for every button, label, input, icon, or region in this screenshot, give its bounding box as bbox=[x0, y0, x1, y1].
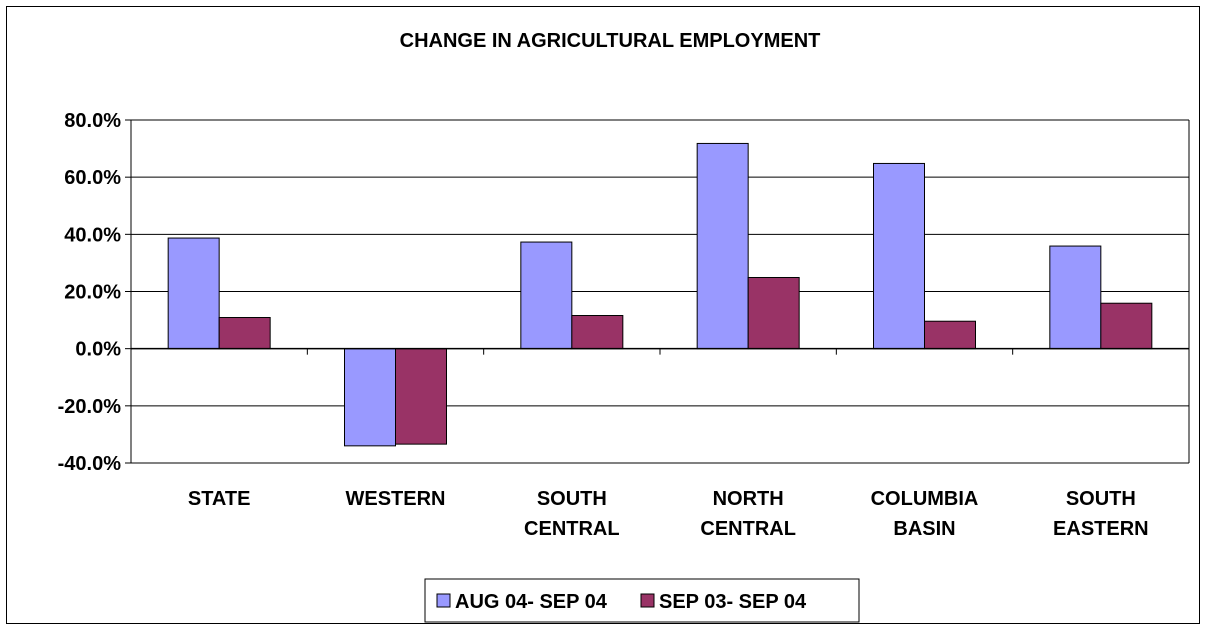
y-tick-label: -40.0% bbox=[58, 453, 122, 475]
x-tick-label: CENTRAL bbox=[700, 518, 796, 540]
bar bbox=[1049, 245, 1102, 350]
gridlines bbox=[131, 119, 1189, 464]
legend-label: AUG 04- SEP 04 bbox=[455, 591, 608, 613]
y-axis-ticks: 80.0% 60.0% 40.0% 20.0% 0.0% -20.0% -40.0% bbox=[58, 110, 131, 475]
x-tick-label: NORTH bbox=[713, 488, 784, 510]
legend-swatch bbox=[640, 593, 655, 608]
x-tick-label: WESTERN bbox=[346, 488, 446, 510]
bar bbox=[747, 276, 800, 350]
x-tick-label: SOUTH bbox=[1066, 488, 1136, 510]
y-tick-label: 20.0% bbox=[64, 282, 121, 304]
bar bbox=[218, 317, 271, 350]
x-tick-label: COLUMBIA bbox=[871, 488, 979, 510]
y-tick-label: 80.0% bbox=[64, 110, 121, 132]
x-tick-label: EASTERN bbox=[1053, 518, 1149, 540]
y-tick-label: 0.0% bbox=[75, 339, 121, 361]
y-tick-label: 60.0% bbox=[64, 167, 121, 189]
bar bbox=[395, 348, 447, 445]
bar bbox=[873, 162, 925, 350]
bar bbox=[1100, 302, 1153, 350]
x-tick-label: BASIN bbox=[893, 518, 955, 540]
bar bbox=[696, 142, 749, 350]
x-tick-label: STATE bbox=[188, 488, 251, 510]
x-tick-label: CENTRAL bbox=[524, 518, 620, 540]
bars bbox=[167, 142, 1153, 447]
legend-swatch bbox=[436, 593, 451, 608]
bar bbox=[344, 348, 396, 447]
y-tick-label: 40.0% bbox=[64, 224, 121, 246]
y-tick-label: -20.0% bbox=[58, 396, 122, 418]
legend-label: SEP 03- SEP 04 bbox=[659, 591, 807, 613]
chart-title: CHANGE IN AGRICULTURAL EMPLOYMENT bbox=[400, 30, 821, 52]
bar bbox=[571, 315, 624, 350]
x-axis-labels: STATE WESTERN SOUTH CENTRAL NORTH CENTRAL COLU… bbox=[188, 488, 1149, 540]
legend: AUG 04- SEP 04 SEP 03- SEP 04 bbox=[424, 578, 860, 623]
bar bbox=[924, 320, 976, 350]
bar bbox=[167, 237, 220, 350]
x-tick-label: SOUTH bbox=[537, 488, 607, 510]
bar bbox=[520, 241, 573, 350]
